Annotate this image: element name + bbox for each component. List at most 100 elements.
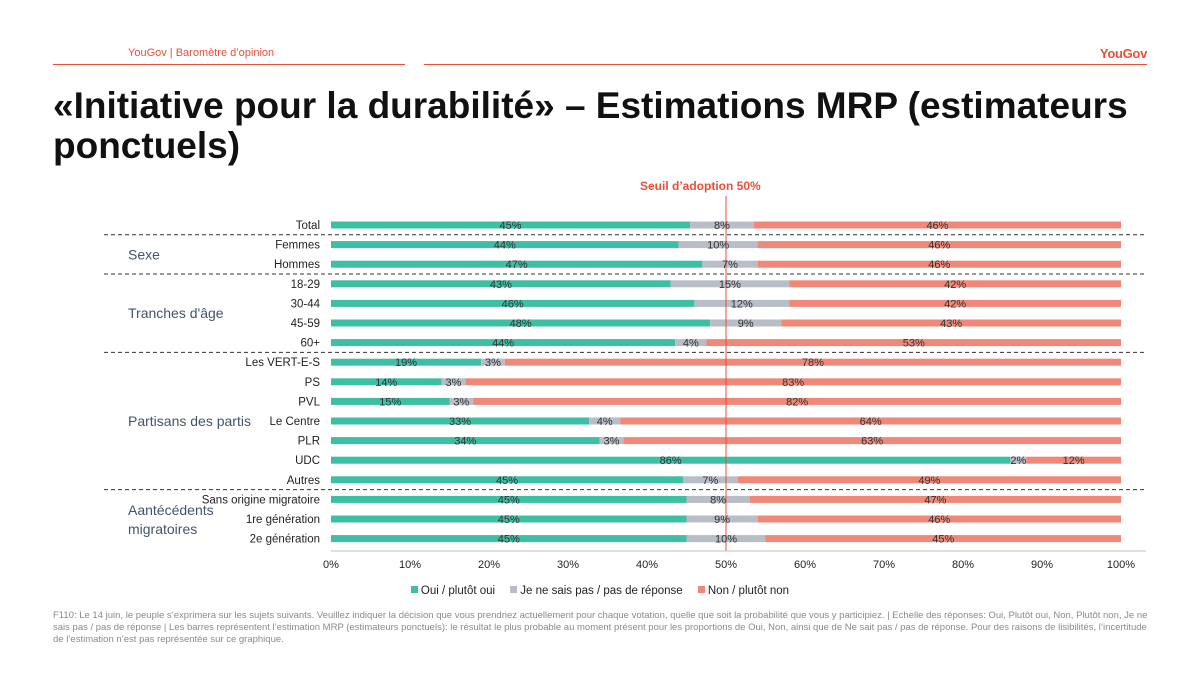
bar-segment	[331, 476, 683, 484]
legend-label-nsp: Je ne sais pas / pas de réponse	[520, 585, 683, 597]
data-label: 15%	[719, 279, 741, 291]
data-label: 46%	[928, 514, 950, 526]
data-label: 14%	[375, 377, 397, 389]
legend-label-non: Non / plutôt non	[707, 585, 790, 597]
data-label: 46%	[928, 259, 950, 271]
bar-segment	[441, 378, 466, 386]
data-label: 8%	[710, 494, 726, 506]
data-label: 83%	[782, 377, 804, 389]
data-label: 82%	[786, 396, 808, 408]
data-label: 53%	[903, 338, 925, 350]
data-label: 3%	[445, 377, 461, 389]
category-label: Sans origine migratoire	[202, 494, 320, 506]
bar-segment	[678, 241, 758, 249]
data-label: 9%	[714, 514, 730, 526]
data-label: 47%	[506, 259, 528, 271]
category-label: 45-59	[291, 318, 320, 330]
bar-segment	[749, 495, 1121, 503]
data-label: 48%	[510, 318, 532, 330]
bar-segment	[682, 476, 738, 484]
stacked-bar-chart: 45% 8% 46% 44% 10% 46% 47% 7% 46% 43% 15% 42% 46% 12%…	[104, 196, 1146, 571]
category-label: PVL	[298, 396, 320, 408]
data-label: 10%	[707, 240, 729, 252]
threshold-label: Seuil d’adoption 50%	[640, 179, 761, 193]
x-tick-label: 40%	[636, 559, 658, 571]
bar-segment	[504, 358, 1121, 366]
bar-segment	[331, 319, 711, 327]
data-label: 12%	[1063, 455, 1085, 467]
bar-segment	[706, 339, 1121, 347]
bar-segment	[710, 319, 782, 327]
data-label: 7%	[702, 475, 718, 487]
data-label: 3%	[485, 357, 501, 369]
chart-legend: Oui / plutôt oui Je ne sais pas / pas de…	[0, 585, 1200, 597]
page-title: «Initiative pour la durabilité» – Estima…	[53, 85, 1128, 166]
bar-segment	[686, 495, 750, 503]
bar-segment	[331, 241, 679, 249]
x-tick-label: 60%	[794, 559, 816, 571]
data-label: 43%	[490, 279, 512, 291]
bar-segment	[789, 299, 1121, 307]
header-divider-right	[424, 64, 1147, 65]
category-label: PS	[305, 377, 321, 389]
bar-segment	[481, 358, 505, 366]
bar-segment	[331, 456, 1011, 464]
bar-segment	[331, 417, 590, 425]
category-label: Total	[296, 220, 320, 232]
group-label: Partisans des partis	[128, 413, 251, 429]
bar-segment	[670, 280, 790, 288]
yougov-logo: YouGov	[1099, 46, 1147, 61]
category-label: 2e génération	[250, 534, 320, 546]
bar-segment	[331, 358, 482, 366]
bar-segment	[686, 515, 758, 523]
data-label: 42%	[944, 298, 966, 310]
data-label: 43%	[940, 318, 962, 330]
bar-segment	[1026, 456, 1121, 464]
x-tick-label: 50%	[715, 559, 737, 571]
bar-segment	[331, 515, 687, 523]
data-label: 78%	[802, 357, 824, 369]
legend-swatch-nsp	[510, 586, 518, 593]
data-label: 12%	[731, 298, 753, 310]
data-label: 45%	[496, 475, 518, 487]
data-label: 64%	[860, 416, 882, 428]
legend-swatch-non	[697, 586, 705, 593]
data-label: 45%	[932, 534, 954, 546]
data-label: 46%	[502, 298, 524, 310]
category-label: 1re génération	[246, 514, 320, 526]
data-label: 9%	[738, 318, 754, 330]
x-tick-label: 80%	[952, 559, 974, 571]
category-label: UDC	[295, 455, 320, 467]
header-text: YouGov | Baromètre d’opinion	[128, 47, 275, 59]
data-label: 3%	[453, 396, 469, 408]
x-tick-label: 90%	[1031, 559, 1053, 571]
bar-segment	[473, 397, 1121, 405]
group-label: Aantécédents	[128, 502, 214, 518]
group-label: Tranches d'âge	[128, 305, 224, 321]
x-tick-label: 100%	[1107, 559, 1135, 571]
bar-segment	[331, 339, 676, 347]
data-label: 46%	[928, 240, 950, 252]
data-label: 44%	[494, 240, 516, 252]
bar-segment	[331, 280, 671, 288]
bar-segment	[757, 515, 1121, 523]
group-label: migratoires	[128, 521, 197, 537]
category-label: Autres	[287, 475, 320, 487]
category-label: Hommes	[274, 259, 320, 271]
category-label: Femmes	[275, 240, 320, 252]
bar-segment	[331, 221, 691, 229]
bar-segment	[737, 476, 1121, 484]
legend-item-non: Non / plutôt non	[697, 585, 790, 597]
category-label: Le Centre	[269, 416, 320, 428]
bar-segment	[623, 437, 1121, 445]
x-tick-label: 20%	[478, 559, 500, 571]
data-label: 33%	[449, 416, 471, 428]
bar-segment	[1010, 456, 1027, 464]
legend-item-nsp: Je ne sais pas / pas de réponse	[510, 585, 683, 597]
bar-segment	[331, 299, 695, 307]
data-label: 10%	[715, 534, 737, 546]
category-label: PLR	[298, 436, 320, 448]
data-label: 19%	[395, 357, 417, 369]
data-label: 46%	[926, 220, 948, 232]
bar-segment	[599, 437, 624, 445]
